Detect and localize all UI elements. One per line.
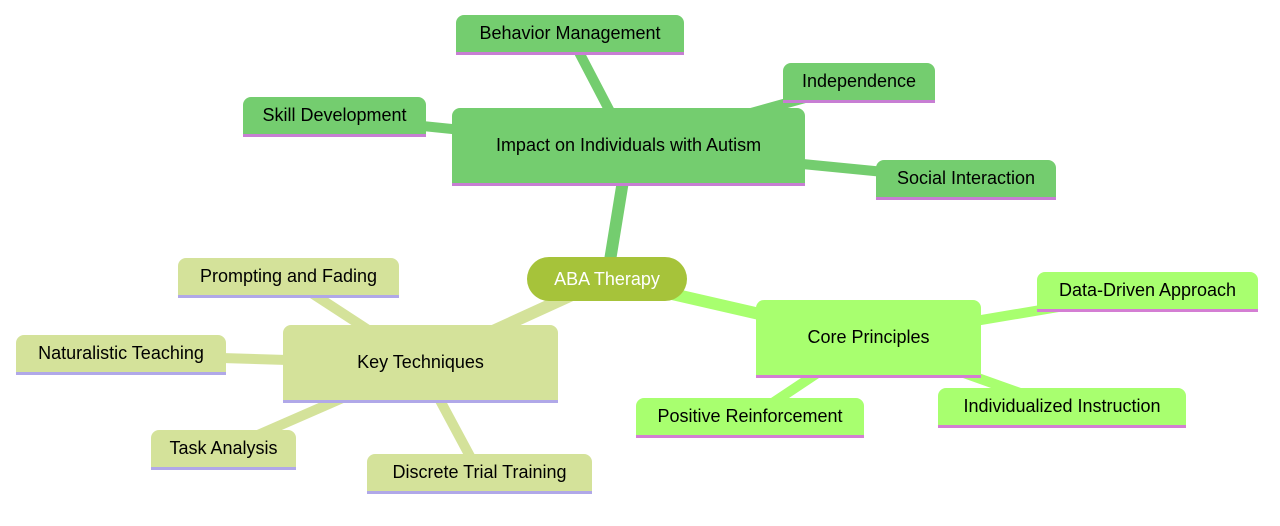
branch-impact: Impact on Individuals with Autism — [452, 108, 805, 186]
leaf-techniques-2: Task Analysis — [151, 430, 296, 470]
leaf-impact-2: Independence — [783, 63, 935, 103]
leaf-techniques-3: Discrete Trial Training — [367, 454, 592, 494]
leaf-core-1: Individualized Instruction — [938, 388, 1186, 428]
root-node: ABA Therapy — [527, 257, 687, 301]
leaf-techniques-1: Naturalistic Teaching — [16, 335, 226, 375]
leaf-impact-1: Behavior Management — [456, 15, 684, 55]
branch-core: Core Principles — [756, 300, 981, 378]
branch-techniques: Key Techniques — [283, 325, 558, 403]
leaf-impact-0: Skill Development — [243, 97, 426, 137]
leaf-core-0: Data-Driven Approach — [1037, 272, 1258, 312]
leaf-impact-3: Social Interaction — [876, 160, 1056, 200]
leaf-techniques-0: Prompting and Fading — [178, 258, 399, 298]
leaf-core-2: Positive Reinforcement — [636, 398, 864, 438]
